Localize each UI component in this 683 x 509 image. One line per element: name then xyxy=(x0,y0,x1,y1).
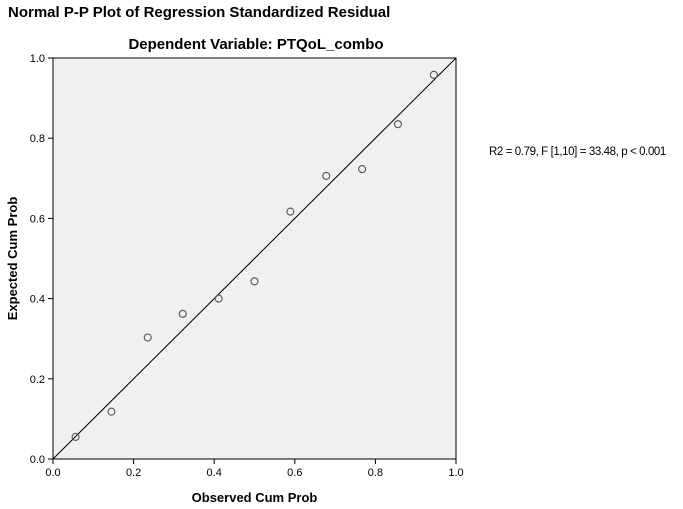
y-tick-label: 1.0 xyxy=(30,53,45,65)
x-axis-label: Observed Cum Prob xyxy=(192,490,318,505)
y-tick-label: 0.0 xyxy=(30,454,45,466)
x-axis-ticks: 0.0 0.2 0.4 0.6 0.8 1.0 xyxy=(45,459,464,479)
data-point xyxy=(286,207,295,216)
data-point xyxy=(322,171,331,180)
data-points xyxy=(71,70,438,441)
y-tick-label: 0.8 xyxy=(30,133,45,145)
x-tick-label: 0.6 xyxy=(287,467,302,479)
data-point xyxy=(71,432,80,441)
y-axis-ticks: 0.0 0.2 0.4 0.6 0.8 1.0 xyxy=(30,53,53,466)
data-point xyxy=(214,294,223,303)
data-point xyxy=(393,120,403,129)
x-tick-label: 1.0 xyxy=(448,467,463,479)
chart-title: Normal P-P Plot of Regression Standardiz… xyxy=(8,4,391,21)
y-tick-label: 0.6 xyxy=(30,213,45,225)
y-tick-label: 0.4 xyxy=(30,294,45,306)
x-tick-label: 0.0 xyxy=(45,467,60,479)
data-point xyxy=(107,407,116,416)
x-tick-label: 0.2 xyxy=(126,467,141,479)
data-point xyxy=(143,333,152,342)
reference-line xyxy=(52,57,457,460)
y-axis-label: Expected Cum Prob xyxy=(5,197,20,321)
data-point xyxy=(250,277,259,286)
chart-subtitle: Dependent Variable: PTQoL_combo xyxy=(128,36,384,53)
data-point xyxy=(178,309,187,318)
x-tick-label: 0.4 xyxy=(207,467,222,479)
stats-annotation: R2 = 0.79, F [1,10] = 33.48, p < 0.001 xyxy=(489,146,666,158)
x-tick-label: 0.8 xyxy=(368,467,383,479)
y-tick-label: 0.2 xyxy=(30,374,45,386)
data-point xyxy=(429,70,438,79)
data-point xyxy=(358,165,367,174)
